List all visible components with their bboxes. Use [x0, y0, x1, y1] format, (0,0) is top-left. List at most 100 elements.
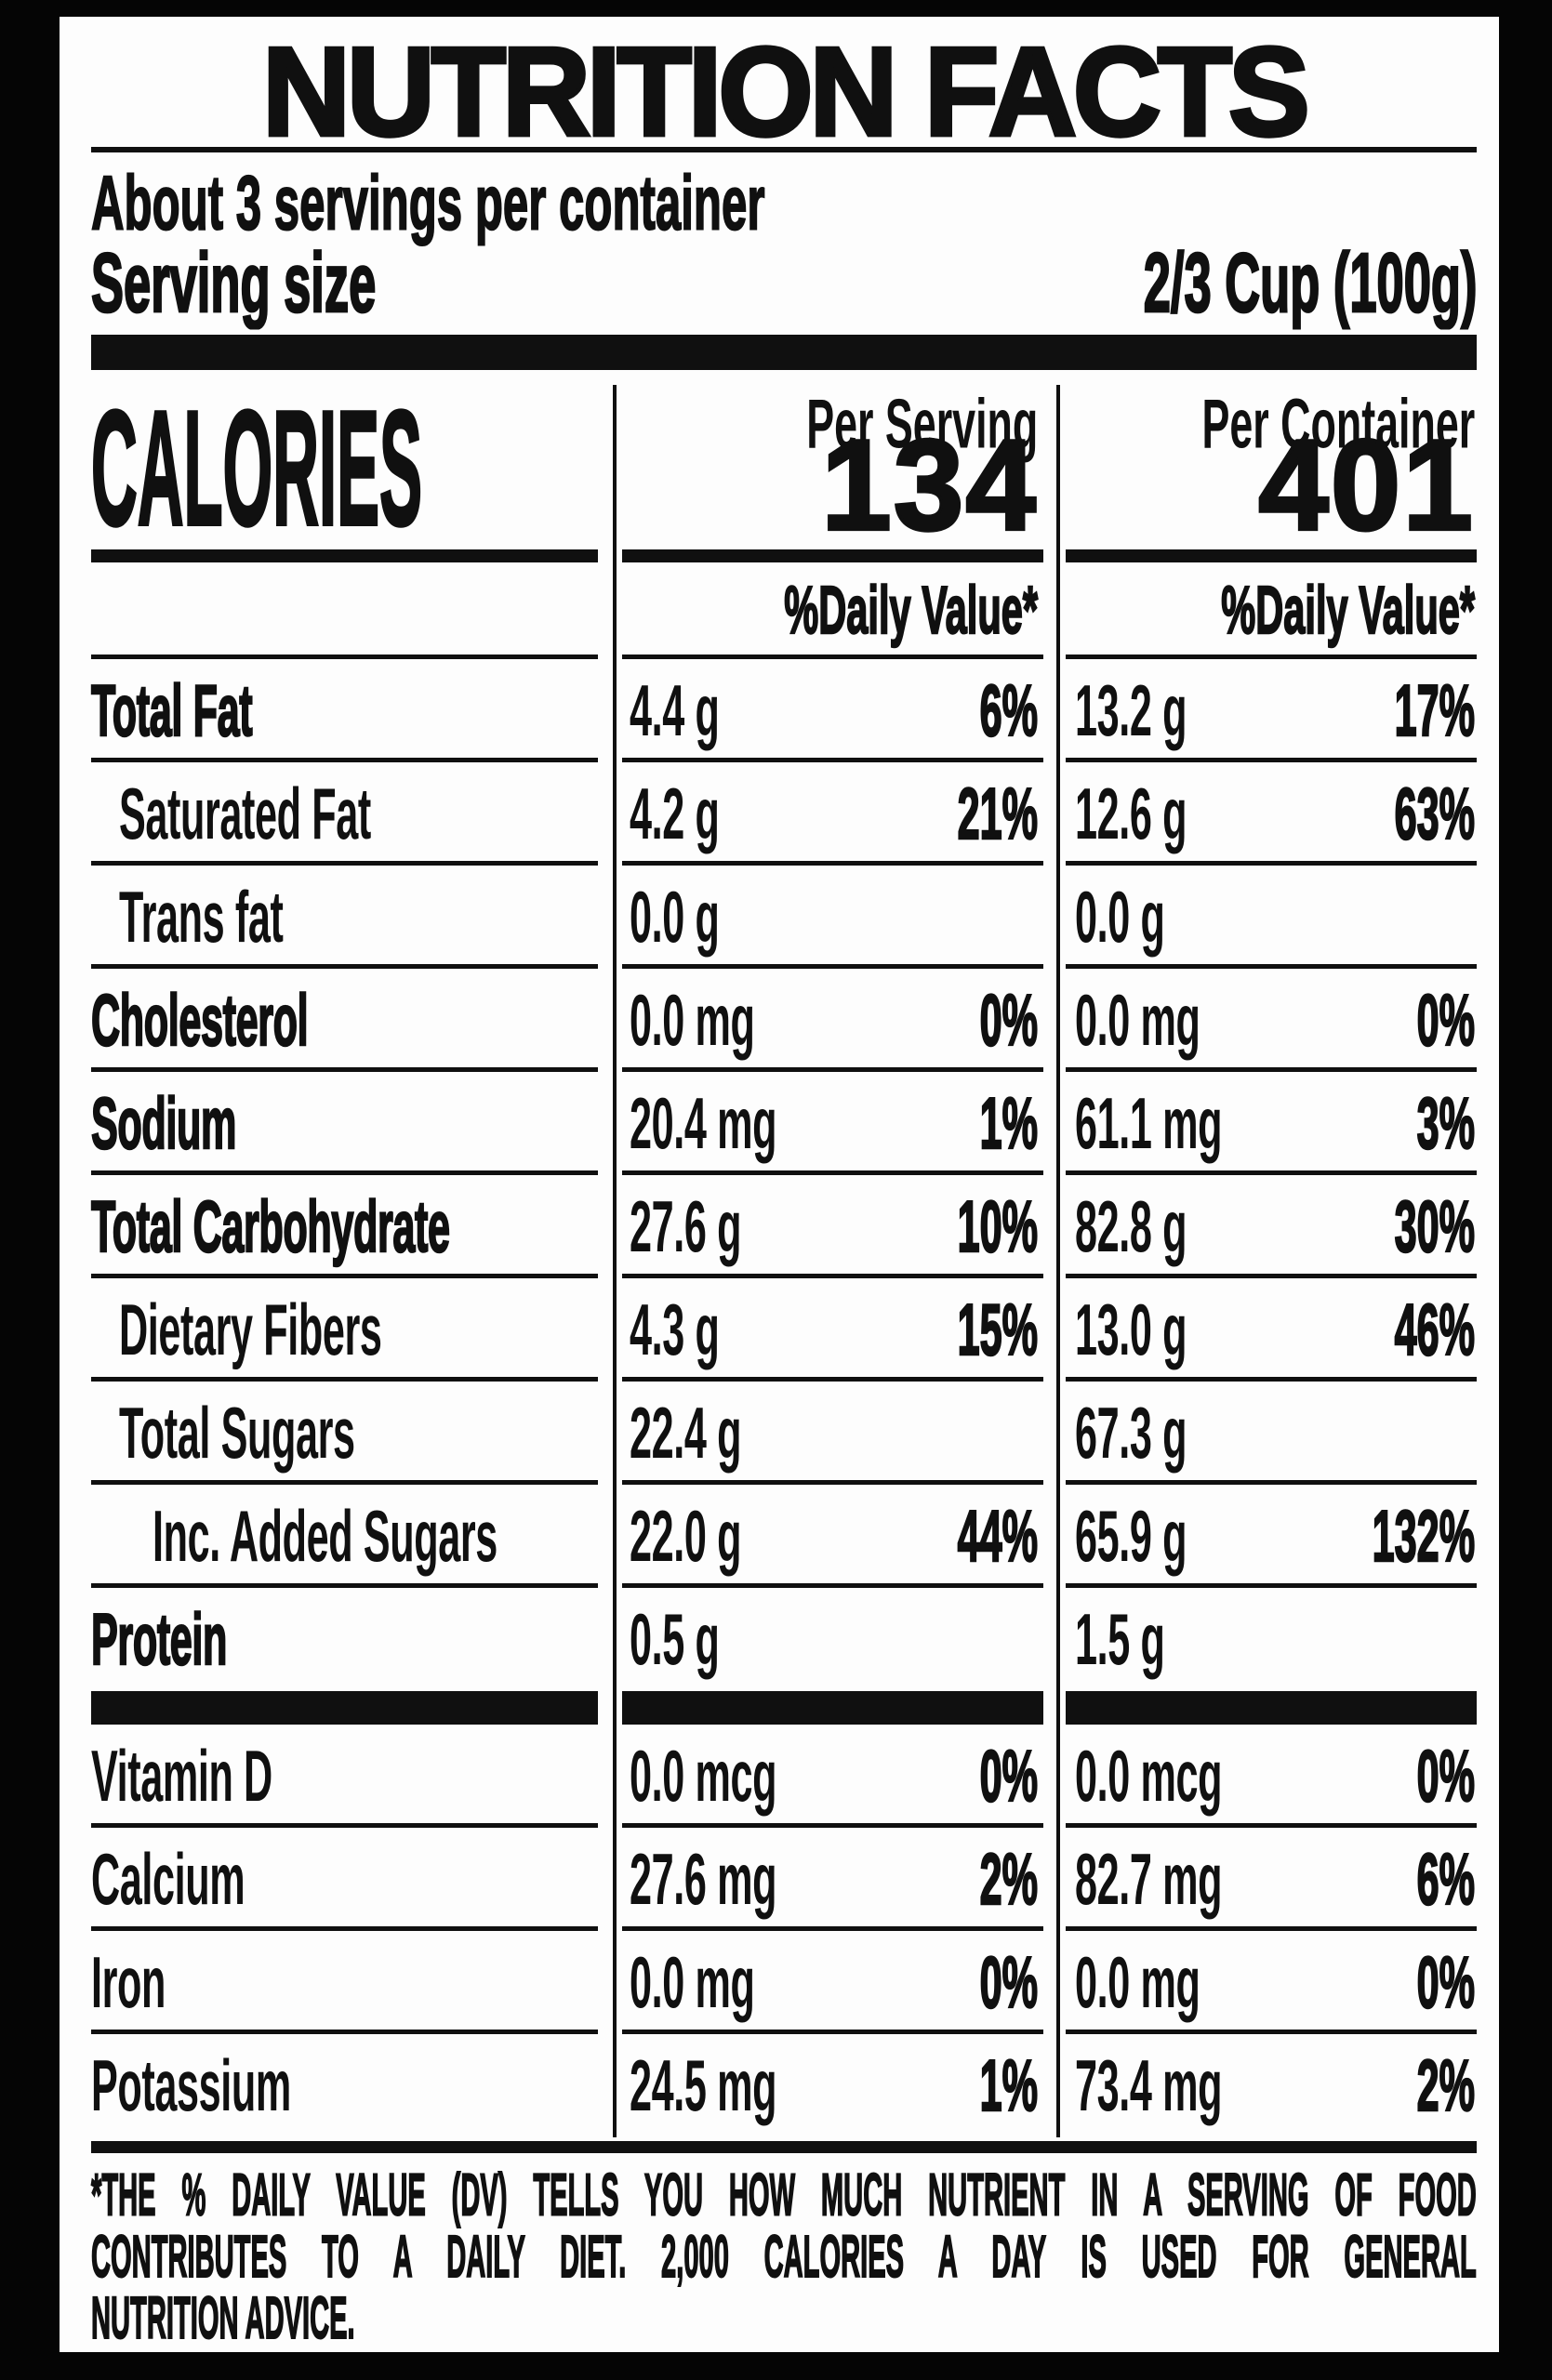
macronutrient-rows: Total Fat 4.4 g 6% 13.2 g 17% Saturated … [90, 659, 1477, 1691]
table-row: Total Sugars 22.4 g 67.3 g [91, 1382, 1477, 1485]
serving-size-value: 2/3 Cup (100g) [1142, 235, 1477, 330]
calories-header-row: CALORIES Per Serving 134 Per Container 4… [90, 376, 1477, 560]
row-amount-per-container: 0.0 g [1075, 877, 1165, 958]
table-row: Calcium 27.6 mg 2% 82.7 mg 6% [91, 1828, 1477, 1931]
row-amount-per-serving: 27.6 mg [630, 1839, 777, 1920]
per-serving-header-cell: Per Serving 134 [613, 383, 1056, 557]
calories-label: CALORIES [90, 376, 423, 560]
row-label: Calcium [91, 1839, 245, 1920]
row-dv-per-serving: 0% [979, 1942, 1039, 2023]
per-container-header: Per Container [1201, 383, 1475, 463]
row-amount-per-serving: 24.5 mg [630, 2045, 777, 2126]
calories-divider-bar [91, 549, 1477, 562]
row-amount-per-serving: 27.6 g [630, 1186, 742, 1267]
table-row: Trans fat 0.0 g 0.0 g [91, 866, 1477, 969]
row-dv-per-container: 0% [1416, 980, 1476, 1061]
row-amount-per-container: 13.0 g [1075, 1289, 1187, 1370]
row-dv-per-serving: 21% [957, 774, 1039, 854]
row-amount-per-container: 0.0 mcg [1075, 1736, 1223, 1817]
row-label: Sodium [90, 1083, 237, 1164]
row-amount-per-container: 12.6 g [1075, 774, 1187, 854]
thick-bar-bottom [91, 2141, 1477, 2153]
row-amount-per-container: 82.7 mg [1075, 1839, 1223, 1920]
title-divider [91, 147, 1477, 152]
row-amount-per-serving: 0.0 mcg [630, 1736, 777, 1817]
per-serving-header: Per Serving [805, 383, 1038, 463]
serving-size-row: Serving size 2/3 Cup (100g) [90, 235, 1478, 330]
row-amount-per-serving: 4.2 g [630, 774, 720, 854]
nutrition-label: NUTRITION FACTS About 3 servings per con… [60, 17, 1499, 2352]
row-amount-per-container: 13.2 g [1075, 670, 1187, 751]
row-amount-per-serving: 0.5 g [630, 1599, 720, 1680]
row-label: Inc. Added Sugars [153, 1496, 497, 1577]
table-row: Vitamin D 0.0 mcg 0% 0.0 mcg 0% [91, 1725, 1477, 1828]
row-amount-per-serving: 22.0 g [630, 1496, 742, 1577]
row-dv-per-container: 6% [1416, 1839, 1476, 1920]
nutrition-table: CALORIES Per Serving 134 Per Container 4… [90, 376, 1477, 2137]
row-dv-per-serving: 1% [979, 1083, 1039, 1164]
row-dv-per-container: 63% [1394, 774, 1476, 854]
row-dv-per-container: 0% [1416, 1942, 1476, 2023]
row-dv-per-container: 3% [1416, 1083, 1476, 1164]
row-label: Dietary Fibers [119, 1289, 382, 1370]
table-row: Cholesterol 0.0 mg 0% 0.0 mg 0% [90, 969, 1477, 1072]
row-dv-per-container: 30% [1394, 1186, 1476, 1267]
serving-size-label: Serving size [90, 235, 377, 330]
table-row: Iron 0.0 mg 0% 0.0 mg 0% [91, 1931, 1477, 2034]
table-row: Potassium 24.5 mg 1% 73.4 mg 2% [91, 2034, 1477, 2137]
row-amount-per-container: 0.0 mg [1075, 980, 1200, 1061]
daily-value-header-serving: %Daily Value* [783, 573, 1038, 649]
calories-cell: CALORIES [90, 376, 613, 560]
micronutrient-rows: Vitamin D 0.0 mcg 0% 0.0 mcg 0% Calcium … [91, 1725, 1477, 2137]
column-divider-2 [1056, 385, 1060, 2137]
row-amount-per-container: 73.4 mg [1075, 2045, 1223, 2126]
row-dv-per-serving: 0% [979, 980, 1039, 1061]
row-amount-per-serving: 4.3 g [630, 1289, 720, 1370]
row-label: Trans fat [119, 877, 284, 958]
footnote: *THE % DAILY VALUE (DV) TELLS YOU HOW MU… [91, 2161, 1478, 2348]
page-title: NUTRITION FACTS [91, 28, 1477, 158]
servings-row: About 3 servings per container [90, 160, 1477, 246]
per-container-calories: 401 [1256, 412, 1475, 557]
table-row: Sodium 20.4 mg 1% 61.1 mg 3% [90, 1072, 1477, 1175]
label-title: NUTRITION FACTS [259, 22, 1311, 164]
table-row: Total Carbohydrate 27.6 g 10% 82.8 g 30% [90, 1175, 1477, 1278]
row-amount-per-serving: 20.4 mg [630, 1083, 777, 1164]
row-dv-per-container: 17% [1394, 670, 1476, 751]
row-label: Saturated Fat [119, 774, 371, 854]
footnote-line: CONTRIBUTES TO A DAILY DIET. 2,000 CALOR… [91, 2222, 1478, 2290]
row-dv-per-serving: 44% [957, 1496, 1039, 1577]
row-amount-per-container: 82.8 g [1075, 1186, 1187, 1267]
row-amount-per-serving: 0.0 g [630, 877, 720, 958]
footnote-line: *THE % DAILY VALUE (DV) TELLS YOU HOW MU… [91, 2161, 1478, 2228]
row-dv-per-container: 2% [1416, 2045, 1476, 2126]
table-row: Saturated Fat 4.2 g 21% 12.6 g 63% [91, 762, 1477, 866]
thick-bar-top [91, 335, 1477, 370]
daily-value-header-container: %Daily Value* [1220, 573, 1475, 649]
daily-value-header-row: %Daily Value* %Daily Value* [91, 562, 1477, 659]
row-amount-per-serving: 22.4 g [630, 1393, 742, 1474]
row-amount-per-container: 61.1 mg [1075, 1083, 1223, 1164]
row-dv-per-container: 0% [1416, 1736, 1476, 1817]
row-dv-per-serving: 2% [979, 1839, 1039, 1920]
row-dv-per-serving: 6% [979, 670, 1039, 751]
row-amount-per-container: 0.0 mg [1075, 1942, 1200, 2023]
row-amount-per-serving: 4.4 g [630, 670, 720, 751]
per-serving-calories: 134 [819, 412, 1038, 557]
table-row: Protein 0.5 g 1.5 g [90, 1588, 1477, 1691]
row-dv-per-serving: 1% [979, 2045, 1039, 2126]
row-label: Protein [90, 1599, 228, 1680]
row-dv-per-container: 132% [1372, 1496, 1476, 1577]
row-label: Total Carbohydrate [90, 1186, 450, 1267]
servings-per-container: About 3 servings per container [90, 160, 765, 246]
row-amount-per-serving: 0.0 mg [630, 1942, 755, 2023]
row-dv-per-container: 46% [1394, 1289, 1476, 1370]
row-label: Iron [91, 1942, 166, 2023]
table-row: Dietary Fibers 4.3 g 15% 13.0 g 46% [91, 1278, 1477, 1382]
row-label: Cholesterol [90, 980, 309, 1061]
column-divider-1 [613, 385, 617, 2137]
row-label: Vitamin D [91, 1736, 272, 1817]
row-label: Total Sugars [119, 1393, 355, 1474]
row-dv-per-serving: 10% [957, 1186, 1039, 1267]
